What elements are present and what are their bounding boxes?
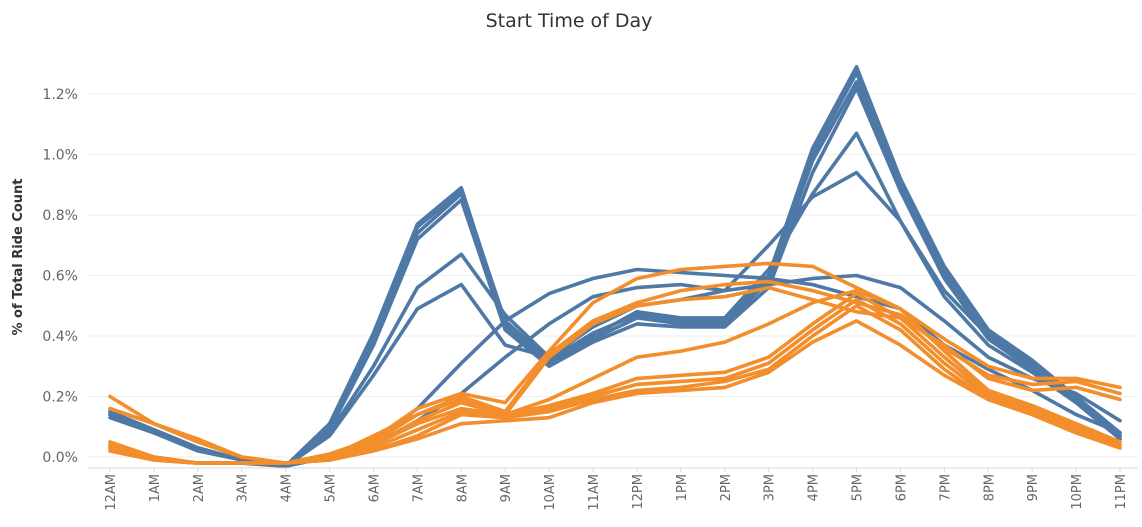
x-tick-label: 11PM	[1114, 474, 1129, 510]
gridlines	[88, 93, 1138, 458]
y-tick-label: 0.8%	[42, 208, 78, 224]
x-tick-label: 11AM	[587, 474, 602, 511]
x-tick-label: 7AM	[411, 474, 426, 502]
x-tick-label: 10PM	[1070, 474, 1085, 510]
x-tick-label: 10AM	[543, 474, 558, 511]
y-tick-label: 1.0%	[42, 148, 78, 164]
x-tick-label: 2PM	[719, 474, 734, 501]
x-tick-label: 9PM	[1026, 474, 1041, 501]
x-tick-label: 5AM	[324, 474, 339, 502]
x-tick-label: 4AM	[280, 474, 295, 502]
series-line-2-blue	[108, 71, 1122, 468]
y-tick-label: 1.2%	[42, 87, 78, 103]
x-tick-label: 4PM	[807, 474, 822, 501]
x-tick-label: 2AM	[192, 474, 207, 502]
series-line-6-blue	[108, 170, 1122, 468]
x-tick-label: 7PM	[938, 474, 953, 501]
y-tick-label: 0.4%	[42, 329, 78, 345]
x-tick-label: 1AM	[148, 474, 163, 502]
x-tick-label: 3PM	[763, 474, 778, 501]
x-tick-label: 6PM	[894, 474, 909, 501]
y-tick-label: 0.6%	[42, 269, 78, 285]
y-tick-label: 0.0%	[42, 450, 78, 466]
x-tick-label: 9AM	[499, 474, 514, 502]
x-tick-label: 8PM	[982, 474, 997, 501]
x-tick-label: 3AM	[236, 474, 251, 502]
x-tick-label: 12AM	[104, 474, 119, 511]
chart-title: Start Time of Day	[486, 10, 653, 32]
x-tick-label: 6AM	[368, 474, 383, 502]
x-tick-label: 5PM	[851, 474, 866, 501]
y-axis-ticks: 0.0% 0.2% 0.4% 0.6% 0.8% 1.0% 1.2%	[42, 87, 78, 466]
series-line-13-orange	[108, 291, 1122, 465]
series-lines	[108, 65, 1122, 468]
x-tick-label: 1PM	[675, 474, 690, 501]
x-tick-label: 8AM	[455, 474, 470, 502]
x-axis-ticks: 12AM 1AM 2AM 3AM 4AM 5AM 6AM 7AM 8AM 9AM 10AM 11AM 1…	[104, 468, 1129, 511]
series-line-1-blue	[108, 65, 1122, 468]
series-line-4-blue	[108, 86, 1122, 468]
series-line-16-orange	[108, 319, 1122, 465]
y-axis-label: % of Total Ride Count	[11, 178, 26, 335]
y-tick-label: 0.2%	[42, 390, 78, 406]
x-tick-label: 12PM	[631, 474, 646, 510]
